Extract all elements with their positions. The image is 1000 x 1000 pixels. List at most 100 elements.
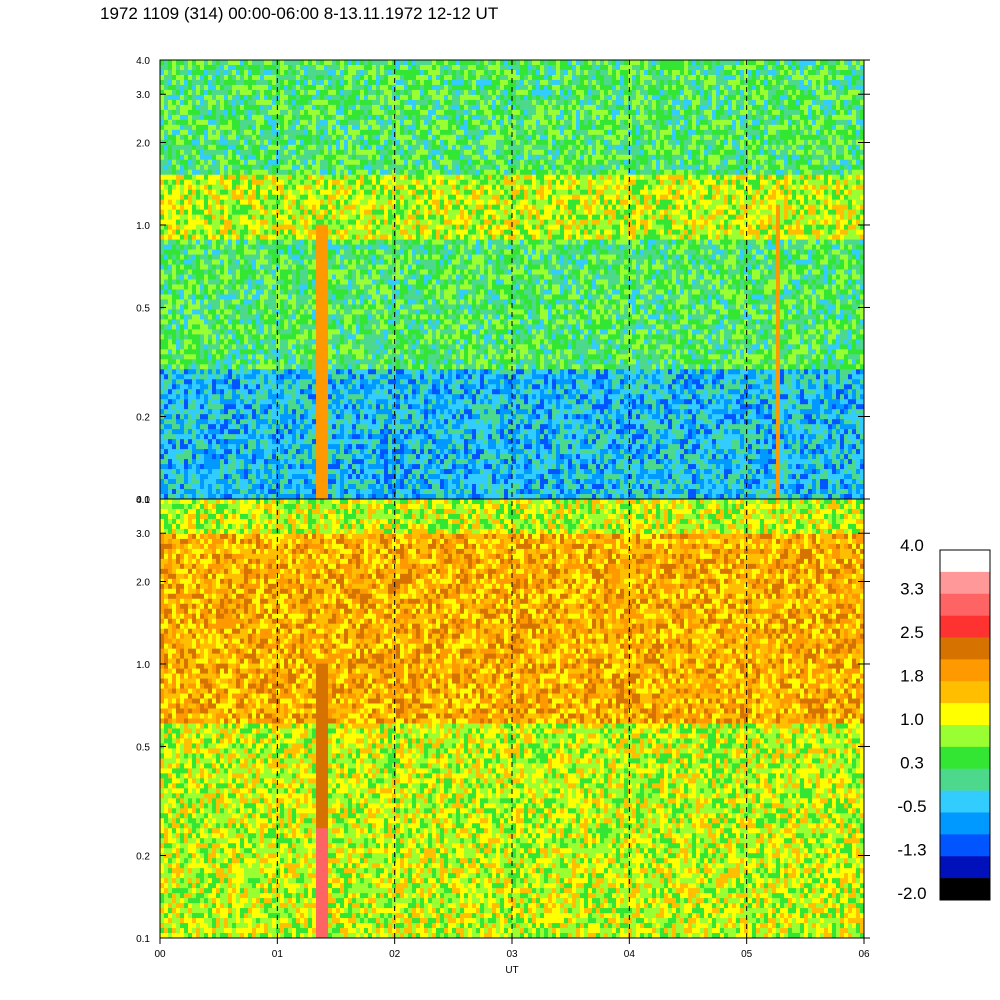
spectrogram-cell (388, 79, 393, 86)
spectrogram-cell (328, 169, 333, 176)
spectrogram-cell (372, 69, 377, 76)
spectrogram-cell (676, 99, 681, 106)
spectrogram-cell (508, 189, 513, 196)
spectrogram-cell (264, 194, 269, 201)
spectrogram-cell (424, 194, 429, 201)
spectrogram-cell (316, 69, 321, 76)
spectrogram-cell (804, 84, 809, 91)
spectrogram-cell (272, 134, 277, 141)
spectrogram-cell (484, 74, 489, 81)
spectrogram-cell (412, 74, 417, 81)
spectrogram-cell (836, 94, 841, 101)
spectrogram-cell (464, 149, 469, 156)
spectrogram-cell (508, 134, 513, 141)
spectrogram-cell (552, 99, 557, 106)
spectrogram-cell (328, 94, 333, 101)
spectrogram-cell (776, 94, 781, 101)
spectrogram-cell (820, 74, 825, 81)
spectrogram-cell (696, 89, 701, 96)
spectrogram-cell (852, 109, 857, 116)
spectrogram-cell (696, 114, 701, 121)
spectrogram-cell (604, 194, 609, 201)
spectrogram-cell (504, 99, 509, 106)
spectrogram-cell (272, 99, 277, 106)
spectrogram-cell (760, 89, 765, 96)
spectrogram-cell (384, 64, 389, 71)
spectrogram-cell (528, 99, 533, 106)
spectrogram-cell (708, 64, 713, 71)
spectrogram-cell (168, 139, 173, 146)
spectrogram-cell (284, 64, 289, 71)
spectrogram-cell (224, 169, 229, 176)
spectrogram-cell (432, 139, 437, 146)
spectrogram-cell (216, 149, 221, 156)
spectrogram-cell (336, 194, 341, 201)
spectrogram-cell (520, 119, 525, 126)
spectrogram-cell (436, 164, 441, 171)
spectrogram-cell (456, 99, 461, 106)
spectrogram-cell (760, 129, 765, 136)
spectrogram-cell (300, 174, 305, 181)
spectrogram-cell (716, 194, 721, 201)
spectrogram-cell (852, 114, 857, 121)
spectrogram-cell (680, 99, 685, 106)
spectrogram-cell (220, 199, 225, 206)
spectrogram-cell (232, 149, 237, 156)
spectrogram-cell (476, 69, 481, 76)
spectrogram-cell (332, 174, 337, 181)
spectrogram-cell (240, 84, 245, 91)
spectrogram-cell (600, 104, 605, 111)
spectrogram-cell (684, 94, 689, 101)
spectrogram-cell (232, 154, 237, 161)
spectrogram-cell (644, 194, 649, 201)
spectrogram-cell (856, 134, 861, 141)
spectrogram-cell (212, 159, 217, 166)
spectrogram-cell (368, 74, 373, 81)
spectrogram-cell (296, 189, 301, 196)
spectrogram-cell (776, 184, 781, 191)
spectrogram-cell (804, 99, 809, 106)
spectrogram-cell (500, 169, 505, 176)
spectrogram-cell (444, 144, 449, 151)
spectrogram-cell (480, 124, 485, 131)
spectrogram-cell (836, 119, 841, 126)
spectrogram-cell (828, 134, 833, 141)
spectrogram-cell (564, 94, 569, 101)
spectrogram-cell (848, 124, 853, 131)
spectrogram-cell (428, 114, 433, 121)
spectrogram-cell (820, 149, 825, 156)
spectrogram-cell (812, 84, 817, 91)
spectrogram-cell (436, 144, 441, 151)
spectrogram-cell (740, 94, 745, 101)
spectrogram-cell (520, 164, 525, 171)
spectrogram-cell (620, 174, 625, 181)
spectrogram-cell (624, 154, 629, 161)
spectrogram-cell (400, 114, 405, 121)
spectrogram-cell (540, 184, 545, 191)
spectrogram-cell (716, 189, 721, 196)
spectrogram-cell (176, 109, 181, 116)
spectrogram-cell (440, 154, 445, 161)
spectrogram-cell (292, 129, 297, 136)
spectrogram-cell (780, 139, 785, 146)
spectrogram-cell (404, 179, 409, 186)
spectrogram-cell (532, 60, 537, 66)
spectrogram-cell (652, 189, 657, 196)
spectrogram-cell (536, 119, 541, 126)
spectrogram-cell (340, 129, 345, 136)
spectrogram-cell (492, 154, 497, 161)
spectrogram-cell (824, 119, 829, 126)
spectrogram-cell (580, 169, 585, 176)
spectrogram-cell (408, 109, 413, 116)
spectrogram-cell (212, 74, 217, 81)
spectrogram-cell (600, 64, 605, 71)
spectrogram-cell (252, 94, 257, 101)
spectrogram-cell (240, 169, 245, 176)
spectrogram-cell (752, 174, 757, 181)
spectrogram-cell (572, 154, 577, 161)
spectrogram-cell (164, 74, 169, 81)
spectrogram-cell (616, 169, 621, 176)
spectrogram-cell (304, 134, 309, 141)
spectrogram-cell (472, 124, 477, 131)
spectrogram-cell (740, 174, 745, 181)
